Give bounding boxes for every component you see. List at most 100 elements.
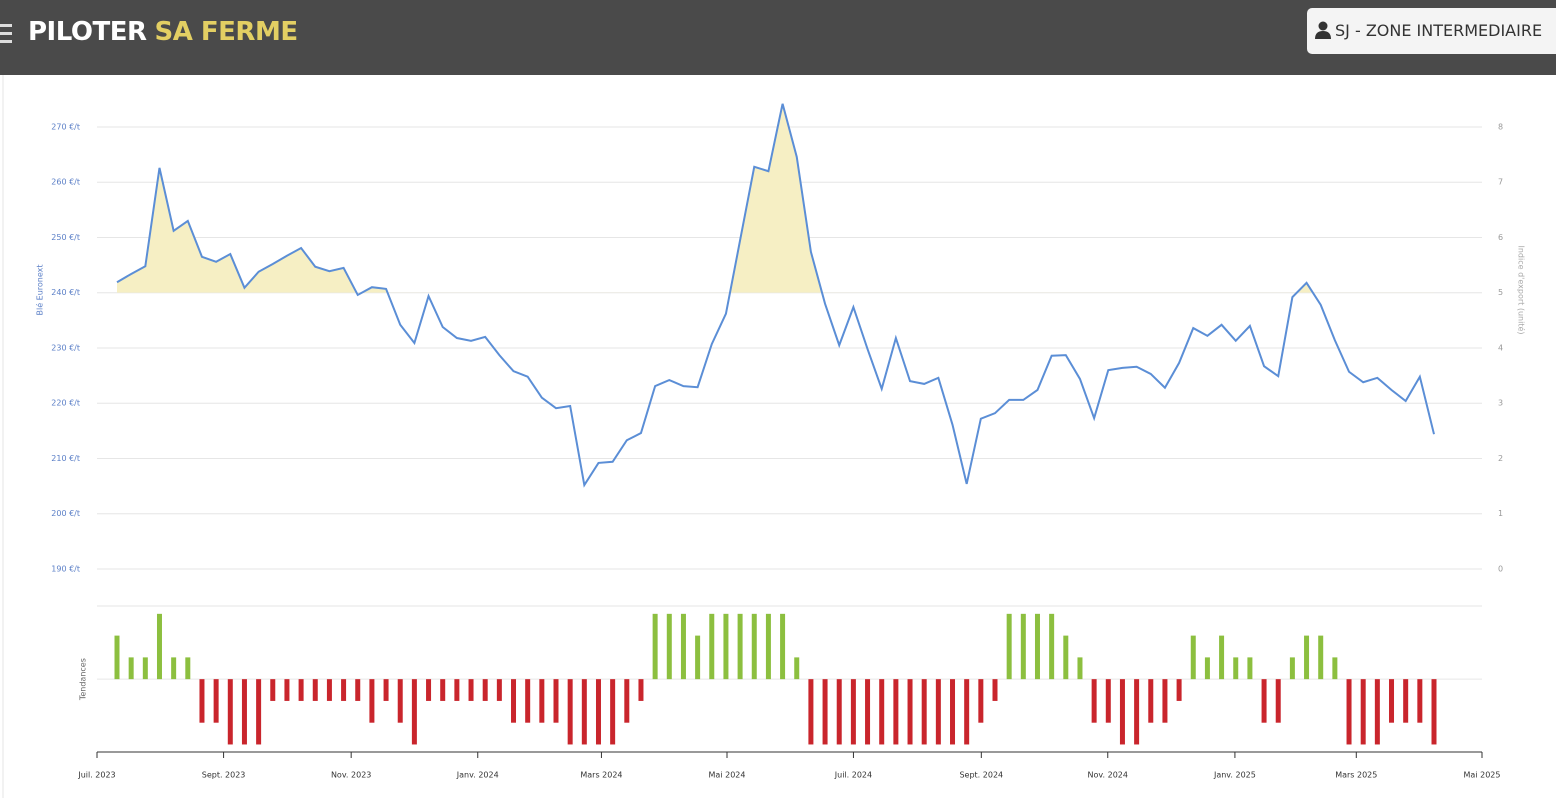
trend-bar — [227, 679, 233, 745]
x-tick-label: Juil. 2024 — [834, 771, 872, 780]
brand-main: PILOTER — [28, 17, 147, 47]
trend-bar — [440, 679, 446, 701]
trend-bar — [1247, 657, 1253, 680]
trend-bar — [1063, 635, 1069, 680]
trend-bar — [171, 657, 177, 680]
trend-bar — [369, 679, 375, 723]
trend-bar — [270, 679, 276, 701]
x-tick-label: Janv. 2024 — [456, 771, 499, 780]
trend-bar — [978, 679, 984, 723]
trend-bar — [1318, 635, 1324, 680]
y-tick-label: 190 €/t — [51, 565, 80, 574]
brand-logo[interactable]: PILOTER SA FERME — [28, 17, 298, 47]
y-tick-label: 200 €/t — [51, 509, 80, 518]
trend-bar — [836, 679, 842, 745]
trend-bar — [680, 613, 686, 680]
trend-bar — [1304, 635, 1310, 680]
y2-tick-label: 1 — [1498, 509, 1503, 518]
x-tick-label: Juil. 2023 — [77, 771, 115, 780]
trend-bar — [652, 613, 658, 680]
trend-bar — [737, 613, 743, 680]
trend-bar — [950, 679, 956, 745]
menu-button[interactable] — [0, 24, 12, 44]
trend-bar — [1148, 679, 1154, 723]
trend-bar — [1389, 679, 1395, 723]
trend-bar — [1417, 679, 1423, 723]
trend-bar — [199, 679, 205, 723]
trend-bar — [156, 613, 162, 680]
trend-bar — [482, 679, 488, 701]
trend-bar — [1077, 657, 1083, 680]
x-tick-label: Janv. 2025 — [1213, 771, 1256, 780]
trend-bar — [1219, 635, 1225, 680]
trend-bar — [1275, 679, 1281, 723]
y2-tick-label: 8 — [1498, 122, 1503, 131]
y-axis-title: Blé Euronext — [35, 264, 45, 315]
trend-bar — [581, 679, 587, 745]
y2-tick-label: 5 — [1498, 288, 1503, 297]
trend-bar — [383, 679, 389, 701]
trend-bar — [256, 679, 262, 745]
trend-bar — [808, 679, 814, 745]
trend-bar — [595, 679, 601, 745]
x-tick-label: Sept. 2024 — [959, 771, 1003, 780]
trend-bar — [921, 679, 927, 745]
trend-bar — [1289, 657, 1295, 680]
brand-accent: SA FERME — [154, 17, 299, 47]
trend-bar — [496, 679, 502, 701]
trend-bar — [907, 679, 913, 745]
trend-bar — [454, 679, 460, 701]
trend-bar — [355, 679, 361, 701]
trend-bar — [935, 679, 941, 745]
chart: 190 €/t 200 €/t 210 €/t 220 €/t 230 €/t 240 €… — [2, 75, 1527, 798]
trend-bar — [312, 679, 318, 701]
y-tick-label: 250 €/t — [51, 233, 80, 242]
trend-bar — [638, 679, 644, 701]
trend-bar — [850, 679, 856, 745]
trend-bar — [964, 679, 970, 745]
trend-bar — [1360, 679, 1366, 745]
trend-bar — [1346, 679, 1352, 745]
trend-bar — [185, 657, 191, 680]
trend-bar — [326, 679, 332, 701]
y2-tick-label: 3 — [1498, 399, 1503, 408]
trend-bar — [553, 679, 559, 723]
x-tick-label: Nov. 2023 — [331, 771, 371, 780]
trend-bar — [241, 679, 247, 745]
trend-bar — [1034, 613, 1040, 680]
trend-bar — [284, 679, 290, 701]
y-tick-label: 210 €/t — [51, 454, 80, 463]
trend-bar — [567, 679, 573, 745]
y2-tick-label: 4 — [1498, 343, 1503, 352]
trend-bar — [539, 679, 545, 723]
y2-axis-title: Indice d'export (unité) — [1517, 246, 1527, 335]
trend-bar — [1020, 613, 1026, 680]
x-tick-label: Mai 2024 — [709, 771, 746, 780]
y2-tick-label: 0 — [1498, 565, 1503, 574]
y-tick-label: 270 €/t — [51, 122, 80, 131]
y-tick-label: 260 €/t — [51, 178, 80, 187]
trend-bar — [822, 679, 828, 745]
trend-bar — [426, 679, 432, 701]
user-zone-dropdown[interactable]: SJ - ZONE INTERMEDIAIRE — [1307, 8, 1556, 54]
trend-bar — [1091, 679, 1097, 723]
trend-bar — [511, 679, 517, 723]
trend-bar — [1134, 679, 1140, 745]
trend-bar — [128, 657, 134, 680]
trend-bar — [1374, 679, 1380, 745]
x-tick-label: Sept. 2023 — [202, 771, 246, 780]
trend-bar — [879, 679, 885, 745]
user-icon — [1315, 21, 1331, 39]
top-bar: PILOTER SA FERME SJ - ZONE INTERMEDIAIRE — [0, 0, 1556, 75]
trend-bar — [1431, 679, 1437, 745]
trend-bar — [1403, 679, 1409, 723]
trend-bar — [1162, 679, 1168, 723]
trend-bar — [1176, 679, 1182, 701]
trend-bar — [411, 679, 417, 745]
threshold-area — [117, 103, 1313, 293]
y-axis-title: Tendances — [79, 658, 88, 701]
trend-bar — [1105, 679, 1111, 723]
trend-bar — [397, 679, 403, 723]
